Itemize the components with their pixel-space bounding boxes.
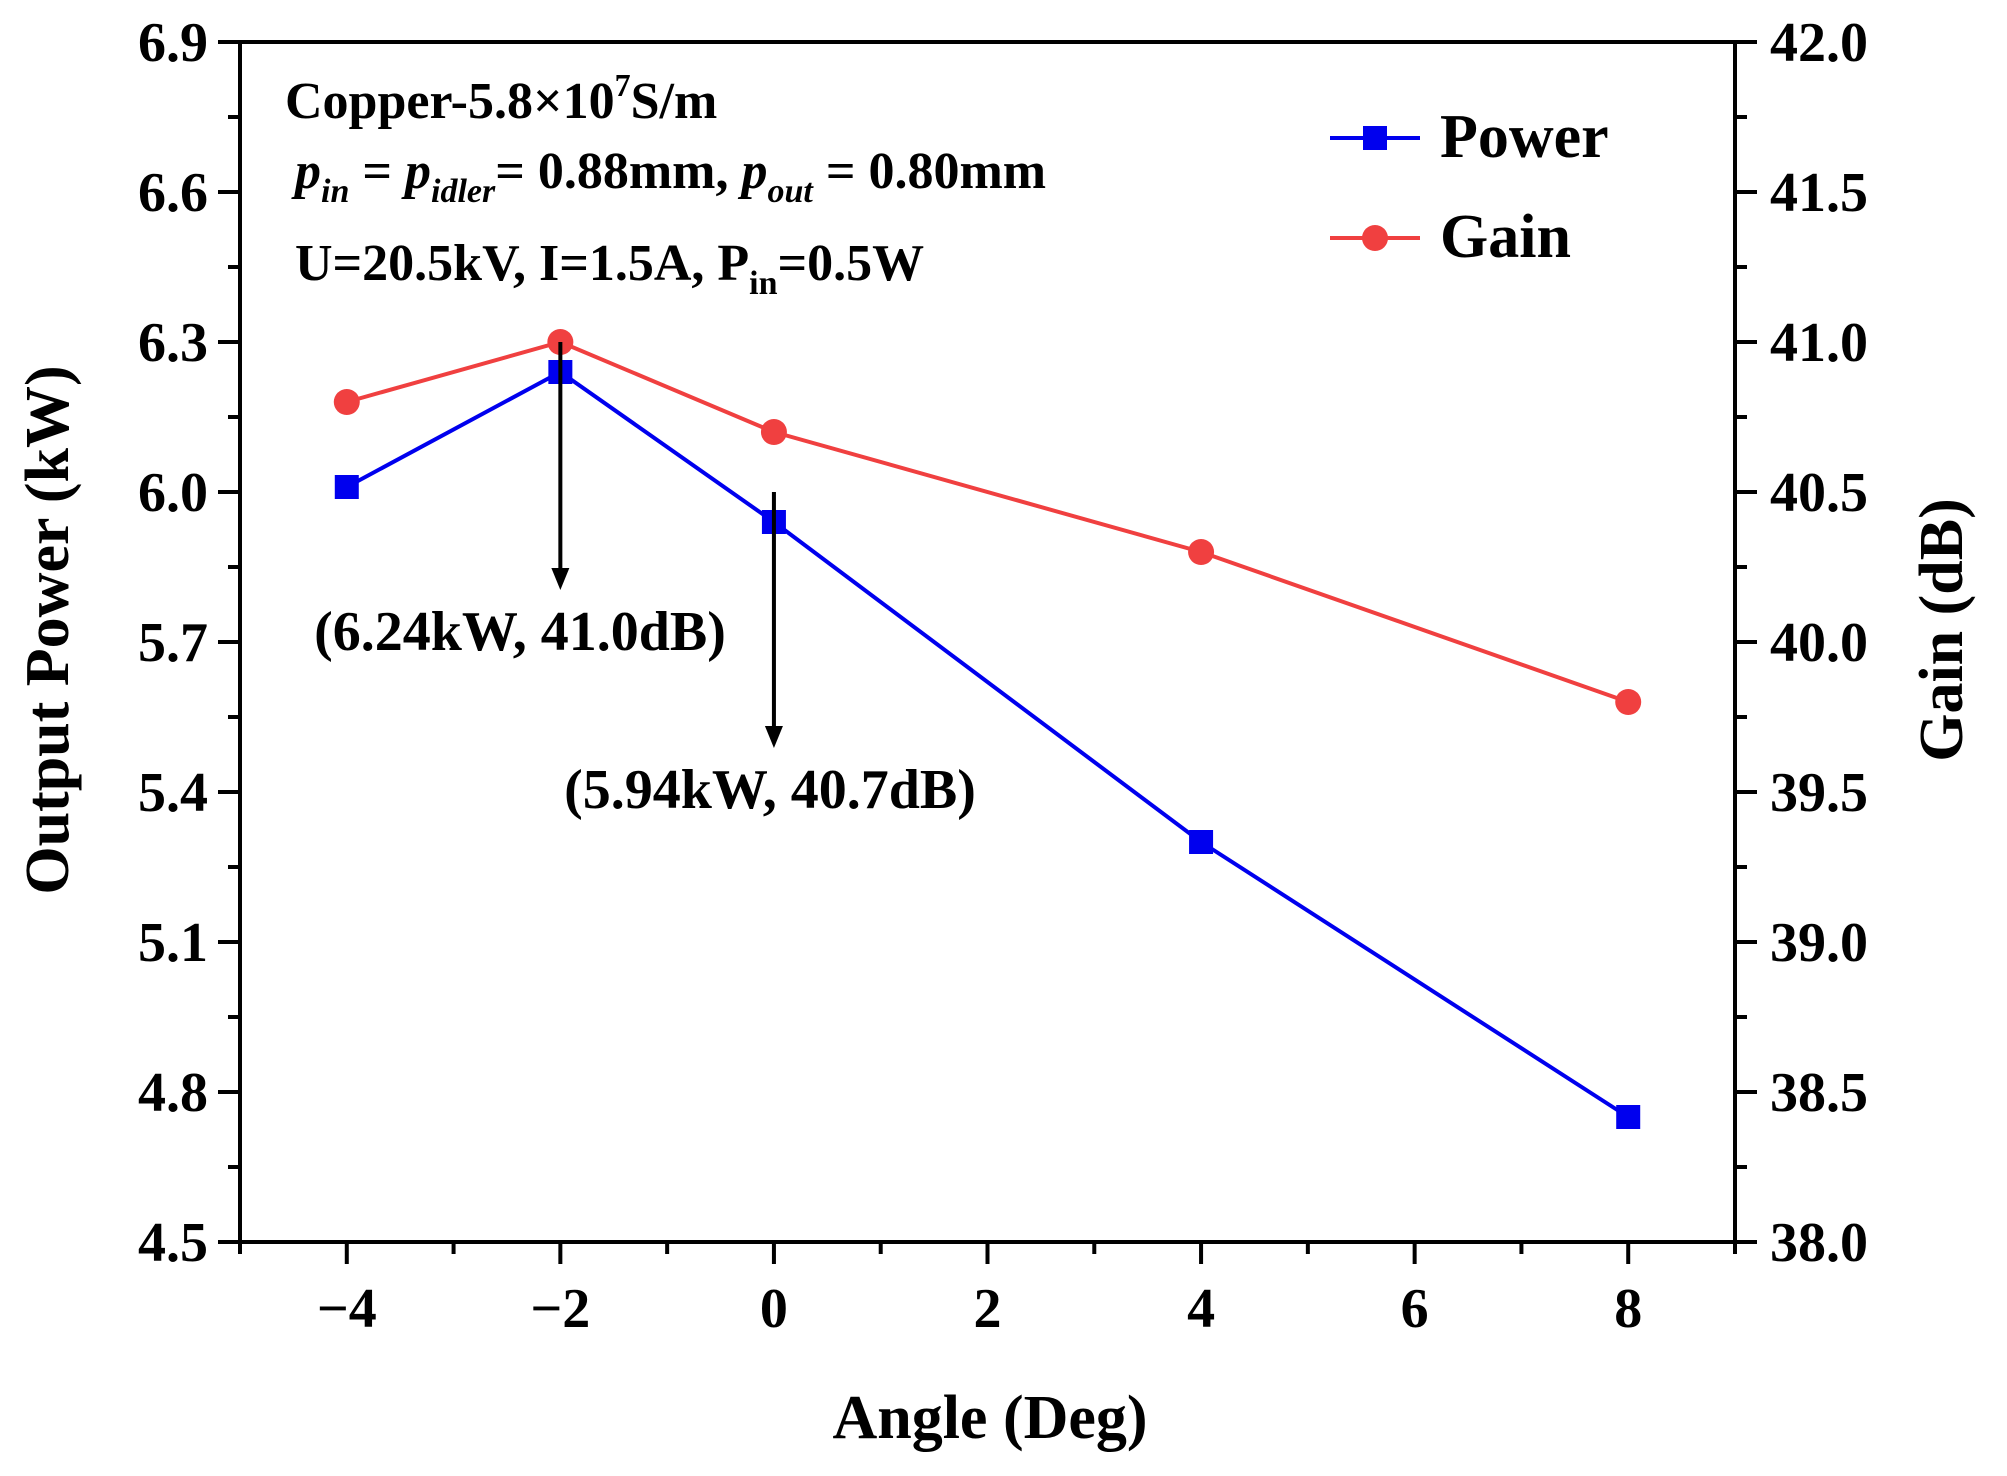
y-right-tick-label: 38.5 <box>1770 1062 1868 1124</box>
gain-point <box>1615 689 1642 715</box>
legend: Power Gain <box>1330 103 1609 271</box>
annotation-label: (6.24kW, 41.0dB) <box>314 601 726 663</box>
x-tick-label: 0 <box>760 1278 788 1340</box>
info-text-block: Copper-5.8×107S/m pin = pidler= 0.88mm, … <box>285 67 1046 302</box>
legend-gain-label: Gain <box>1440 203 1571 271</box>
y-left-tick-label: 5.4 <box>138 762 208 824</box>
annotation-layer: (6.24kW, 41.0dB) (5.94kW, 40.7dB) <box>314 342 976 821</box>
annotation-arrow-head <box>551 568 570 590</box>
info-line-pitch: pin = pidler= 0.88mm, pout = 0.80mm <box>291 143 1046 210</box>
x-tick-label: 8 <box>1614 1278 1642 1340</box>
y-right-tick-label: 40.5 <box>1770 462 1868 524</box>
y-left-tick-label: 6.0 <box>138 462 208 524</box>
power-point <box>334 475 359 499</box>
x-tick-label: −2 <box>530 1278 590 1340</box>
y-left-axis-label: Output Power (kW) <box>14 365 82 894</box>
power-series-line <box>345 369 1630 1119</box>
legend-power-label: Power <box>1440 103 1609 171</box>
y-left-tick-label: 5.1 <box>138 912 208 974</box>
gain-point <box>1188 539 1215 565</box>
y-left-axis-ticks: 4.5 4.8 5.1 5.4 5.7 6.0 6.3 6.6 6.9 <box>138 12 240 1274</box>
y-left-tick-label: 6.3 <box>138 312 208 374</box>
y-left-tick-label: 5.7 <box>138 612 208 674</box>
x-tick-label: 4 <box>1187 1278 1215 1340</box>
y-right-tick-label: 39.0 <box>1770 912 1868 974</box>
y-right-tick-label: 39.5 <box>1770 762 1868 824</box>
y-right-tick-label: 42.0 <box>1770 12 1868 74</box>
legend-power-marker <box>1363 126 1387 150</box>
y-left-tick-label: 4.8 <box>138 1062 208 1124</box>
y-right-axis-ticks: 38.0 38.5 39.0 39.5 40.0 40.5 41.0 41.5 42.0 <box>1735 12 1868 1274</box>
annotation-label: (5.94kW, 40.7dB) <box>564 759 976 821</box>
gain-point <box>333 389 360 415</box>
y-left-tick-label: 6.6 <box>138 162 208 224</box>
x-tick-label: 2 <box>974 1278 1002 1340</box>
x-tick-label: −4 <box>317 1278 377 1340</box>
gain-point <box>760 419 787 445</box>
x-axis-label: Angle (Deg) <box>832 1384 1147 1452</box>
power-point <box>1189 830 1214 854</box>
power-point <box>1616 1105 1641 1129</box>
y-left-tick-label: 4.5 <box>138 1212 208 1274</box>
y-right-tick-label: 40.0 <box>1770 612 1868 674</box>
info-line-operating: U=20.5kV, I=1.5A, Pin=0.5W <box>295 235 924 302</box>
y-right-tick-label: 41.5 <box>1770 162 1868 224</box>
legend-gain-marker <box>1362 225 1388 251</box>
y-right-tick-label: 38.0 <box>1770 1212 1868 1274</box>
y-right-tick-label: 41.0 <box>1770 312 1868 374</box>
x-tick-label: 6 <box>1401 1278 1429 1340</box>
y-right-axis-label: Gain (dB) <box>1908 498 1976 762</box>
series-layer <box>333 329 1642 1129</box>
x-axis-ticks: −4 −2 0 2 4 6 8 <box>238 1242 1737 1340</box>
y-left-tick-label: 6.9 <box>138 12 208 74</box>
info-line-material: Copper-5.8×107S/m <box>285 67 717 130</box>
annotation-arrow-head <box>764 726 783 748</box>
